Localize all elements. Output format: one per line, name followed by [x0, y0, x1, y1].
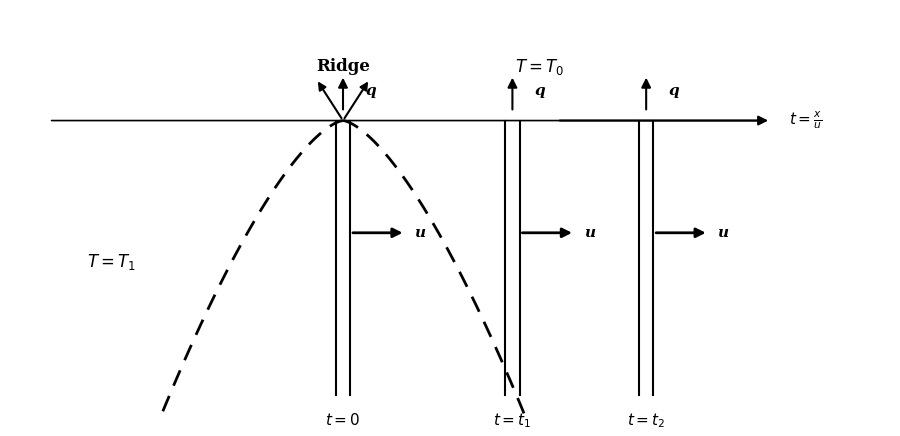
Text: $T = T_0$: $T = T_0$: [515, 57, 563, 77]
Text: u: u: [584, 226, 595, 240]
Text: q: q: [535, 85, 545, 99]
Text: $t = 0$: $t = 0$: [325, 412, 361, 428]
Text: q: q: [669, 85, 680, 99]
Text: $t=\frac{x}{u}$: $t=\frac{x}{u}$: [788, 110, 823, 131]
Text: $t = t_2$: $t = t_2$: [627, 412, 665, 430]
Text: u: u: [717, 226, 729, 240]
Text: $T = T_1$: $T = T_1$: [86, 252, 136, 272]
Text: $t = t_1$: $t = t_1$: [493, 412, 532, 430]
Text: q: q: [365, 85, 376, 99]
Text: u: u: [414, 226, 426, 240]
Text: Ridge: Ridge: [316, 58, 370, 75]
